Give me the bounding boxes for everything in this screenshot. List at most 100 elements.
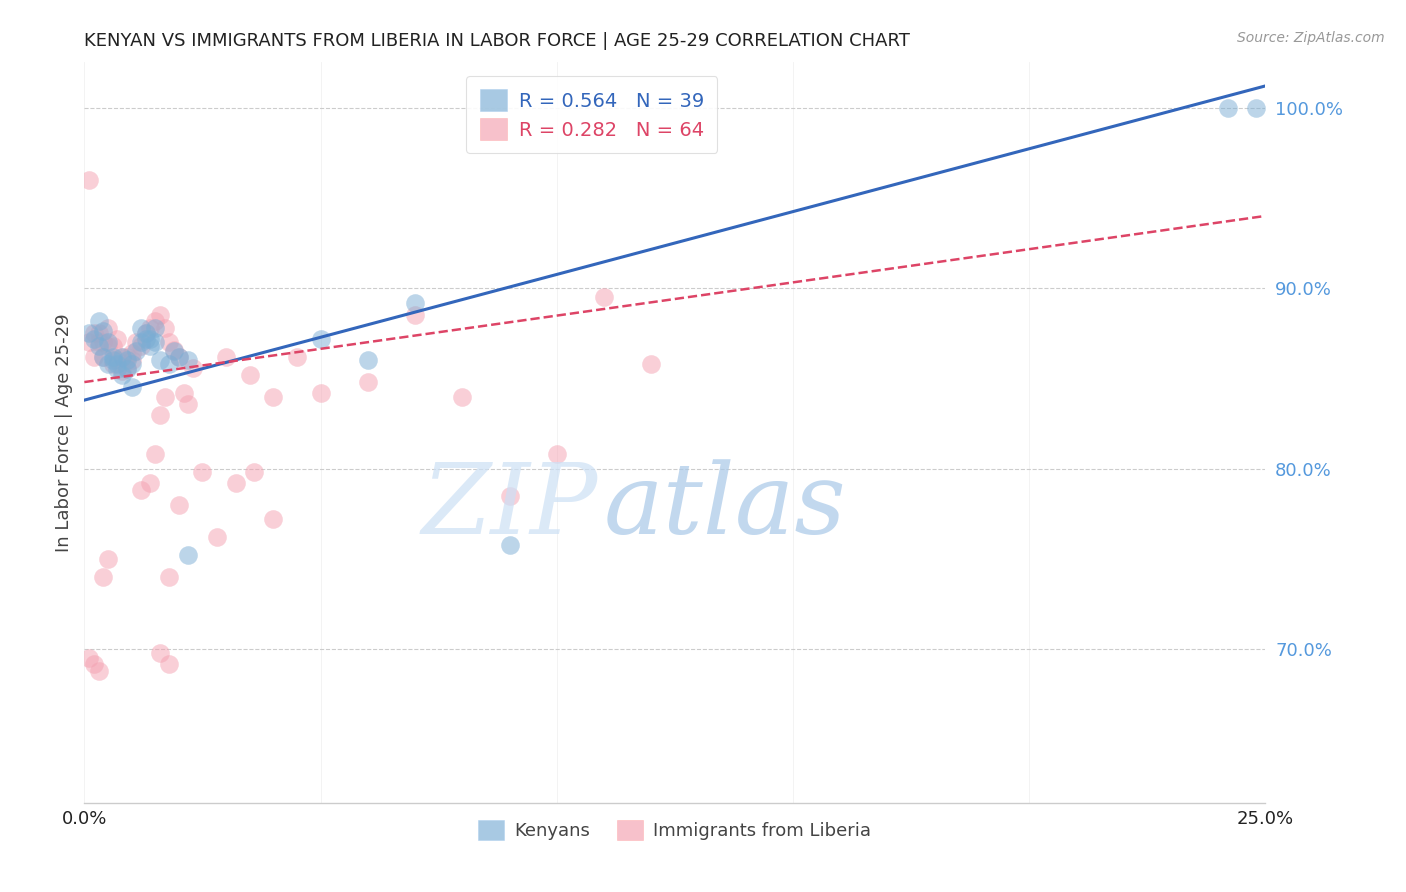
Point	[87, 313, 110, 327]
Point	[115, 362, 138, 376]
Point	[177, 549, 200, 563]
Point	[107, 353, 129, 368]
Point	[149, 308, 172, 322]
Text: Source: ZipAtlas.com: Source: ZipAtlas.com	[1237, 31, 1385, 45]
Point	[115, 353, 138, 368]
Point	[125, 335, 148, 350]
Text: 0.0%: 0.0%	[62, 810, 107, 828]
Point	[139, 339, 162, 353]
Legend: Kenyans, Immigrants from Liberia: Kenyans, Immigrants from Liberia	[470, 812, 880, 849]
Point	[129, 483, 152, 498]
Point	[167, 350, 190, 364]
Point	[404, 308, 426, 322]
Point	[262, 390, 284, 404]
Point	[87, 335, 110, 350]
Point	[225, 476, 247, 491]
Point	[309, 385, 332, 400]
Point	[593, 290, 616, 304]
Point	[77, 326, 100, 341]
Point	[135, 326, 157, 341]
Point	[157, 570, 180, 584]
Point	[451, 390, 474, 404]
Point	[121, 357, 143, 371]
Point	[135, 326, 157, 341]
Point	[498, 489, 520, 503]
Point	[243, 466, 266, 480]
Point	[163, 344, 186, 359]
Point	[177, 353, 200, 368]
Point	[167, 350, 190, 364]
Point	[83, 332, 105, 346]
Point	[143, 335, 166, 350]
Point	[101, 357, 124, 371]
Point	[135, 332, 157, 346]
Point	[129, 321, 152, 335]
Point	[101, 353, 124, 368]
Point	[149, 646, 172, 660]
Point	[107, 362, 129, 376]
Point	[115, 360, 138, 375]
Point	[107, 332, 129, 346]
Point	[91, 570, 114, 584]
Text: atlas: atlas	[605, 459, 846, 554]
Point	[262, 512, 284, 526]
Point	[149, 353, 172, 368]
Point	[77, 651, 100, 665]
Point	[357, 375, 380, 389]
Point	[546, 447, 568, 461]
Point	[97, 321, 120, 335]
Point	[191, 466, 214, 480]
Point	[91, 325, 114, 339]
Point	[163, 343, 186, 357]
Point	[177, 397, 200, 411]
Point	[404, 295, 426, 310]
Point	[97, 335, 120, 350]
Point	[91, 335, 114, 350]
Point	[139, 321, 162, 335]
Point	[153, 390, 176, 404]
Point	[139, 332, 162, 346]
Point	[121, 353, 143, 368]
Point	[97, 357, 120, 371]
Point	[87, 326, 110, 341]
Point	[129, 335, 152, 350]
Point	[181, 360, 204, 375]
Text: ZIP: ZIP	[422, 459, 598, 554]
Point	[215, 350, 238, 364]
Point	[115, 350, 138, 364]
Point	[83, 657, 105, 671]
Point	[77, 173, 100, 187]
Point	[149, 408, 172, 422]
Point	[91, 350, 114, 364]
Point	[107, 357, 129, 371]
Point	[205, 530, 228, 544]
Point	[101, 350, 124, 364]
Point	[153, 321, 176, 335]
Point	[173, 385, 195, 400]
Point	[97, 339, 120, 353]
Point	[239, 368, 262, 382]
Point	[129, 339, 152, 353]
Point	[143, 313, 166, 327]
Point	[143, 321, 166, 335]
Point	[1244, 101, 1267, 115]
Point	[167, 498, 190, 512]
Point	[97, 552, 120, 566]
Point	[285, 350, 308, 364]
Point	[91, 350, 114, 364]
Y-axis label: In Labor Force | Age 25-29: In Labor Force | Age 25-29	[55, 313, 73, 552]
Point	[121, 346, 143, 360]
Point	[111, 350, 134, 364]
Point	[1216, 101, 1239, 115]
Point	[139, 476, 162, 491]
Point	[357, 353, 380, 368]
Point	[157, 657, 180, 671]
Point	[87, 664, 110, 678]
Point	[83, 350, 105, 364]
Point	[309, 332, 332, 346]
Point	[83, 326, 105, 341]
Point	[121, 380, 143, 394]
Point	[77, 335, 100, 350]
Point	[101, 339, 124, 353]
Point	[143, 447, 166, 461]
